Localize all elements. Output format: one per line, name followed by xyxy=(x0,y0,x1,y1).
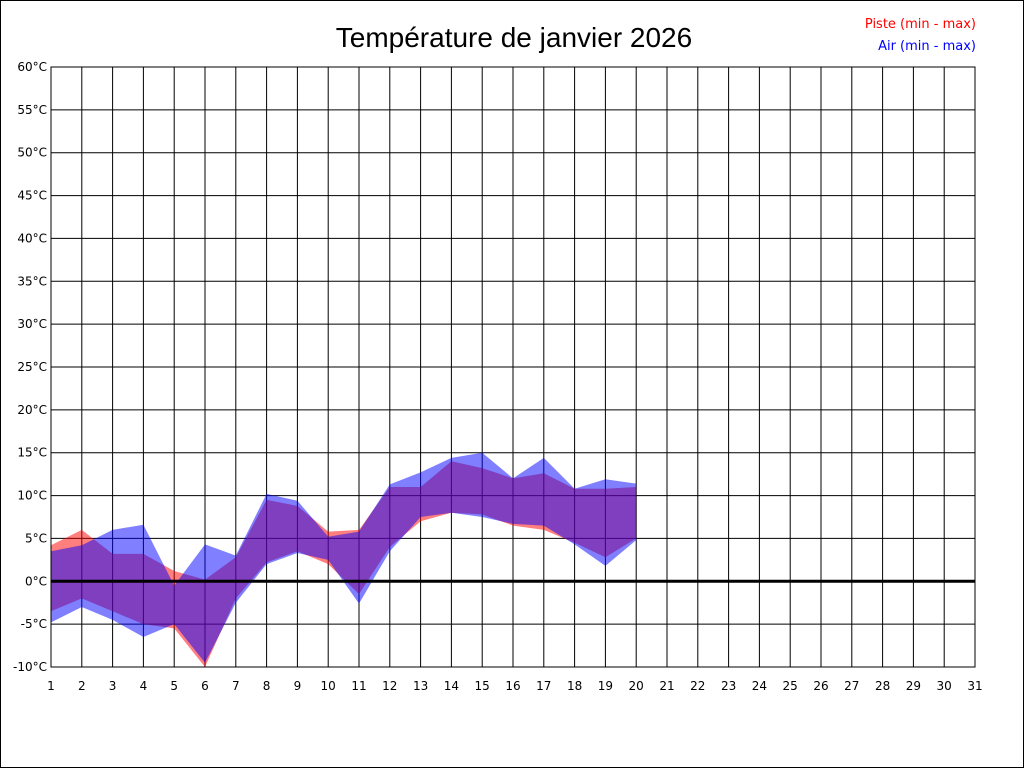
x-tick-label: 2 xyxy=(78,679,86,693)
y-tick-label: 40°C xyxy=(17,231,47,245)
y-tick-label: 30°C xyxy=(17,317,47,331)
y-tick-label: 25°C xyxy=(17,360,47,374)
x-tick-label: 14 xyxy=(444,679,459,693)
x-tick-label: 20 xyxy=(629,679,644,693)
y-tick-label: 20°C xyxy=(17,403,47,417)
x-tick-label: 29 xyxy=(906,679,921,693)
y-tick-labels: -10°C -5°C 0°C 5°C 10°C 15°C 20°C 25°C 30°C 35°C 4… xyxy=(13,60,47,674)
y-tick-label: 50°C xyxy=(17,146,47,160)
y-tick-label: 10°C xyxy=(17,489,47,503)
x-tick-label: 30 xyxy=(937,679,952,693)
x-tick-label: 6 xyxy=(201,679,209,693)
x-tick-labels: 1 2 3 4 5 6 7 8 9 10 11 12 13 14 15 16 17 18 19 20 21 22 23 24 2… xyxy=(47,679,982,693)
axes xyxy=(50,66,976,668)
y-tick-label: -5°C xyxy=(21,617,47,631)
x-tick-label: 1 xyxy=(47,679,55,693)
x-tick-label: 28 xyxy=(875,679,890,693)
x-tick-label: 21 xyxy=(659,679,674,693)
x-tick-label: 10 xyxy=(321,679,336,693)
y-tick-label: -10°C xyxy=(13,660,47,674)
plot-border xyxy=(50,66,976,668)
x-tick-label: 26 xyxy=(813,679,828,693)
y-tick-label: 55°C xyxy=(17,103,47,117)
x-tick-label: 11 xyxy=(351,679,366,693)
y-tick-label: 0°C xyxy=(25,574,47,588)
chart-title: Température de janvier 2026 xyxy=(336,22,692,53)
grid xyxy=(50,66,976,668)
x-tick-label: 25 xyxy=(783,679,798,693)
series-areas xyxy=(51,452,637,667)
x-tick-label: 19 xyxy=(598,679,613,693)
x-tick-label: 13 xyxy=(413,679,428,693)
x-tick-label: 17 xyxy=(536,679,551,693)
x-tick-label: 22 xyxy=(690,679,705,693)
x-tick-label: 18 xyxy=(567,679,582,693)
legend-air: Air (min - max) xyxy=(878,39,976,54)
x-tick-label: 23 xyxy=(721,679,736,693)
x-tick-label: 3 xyxy=(109,679,117,693)
x-tick-label: 12 xyxy=(382,679,397,693)
x-tick-label: 15 xyxy=(475,679,490,693)
y-tick-label: 45°C xyxy=(17,189,47,203)
x-tick-label: 31 xyxy=(967,679,982,693)
x-tick-label: 9 xyxy=(294,679,302,693)
x-tick-label: 27 xyxy=(844,679,859,693)
x-tick-label: 5 xyxy=(170,679,178,693)
legend-piste: Piste (min - max) xyxy=(865,17,976,32)
air-range-area xyxy=(51,452,637,663)
x-tick-label: 7 xyxy=(232,679,240,693)
y-tick-label: 60°C xyxy=(17,60,47,74)
x-tick-label: 16 xyxy=(505,679,520,693)
x-tick-label: 4 xyxy=(140,679,148,693)
x-tick-label: 24 xyxy=(752,679,767,693)
y-tick-label: 15°C xyxy=(17,446,47,460)
y-tick-label: 35°C xyxy=(17,274,47,288)
y-tick-label: 5°C xyxy=(25,531,47,545)
x-tick-label: 8 xyxy=(263,679,271,693)
